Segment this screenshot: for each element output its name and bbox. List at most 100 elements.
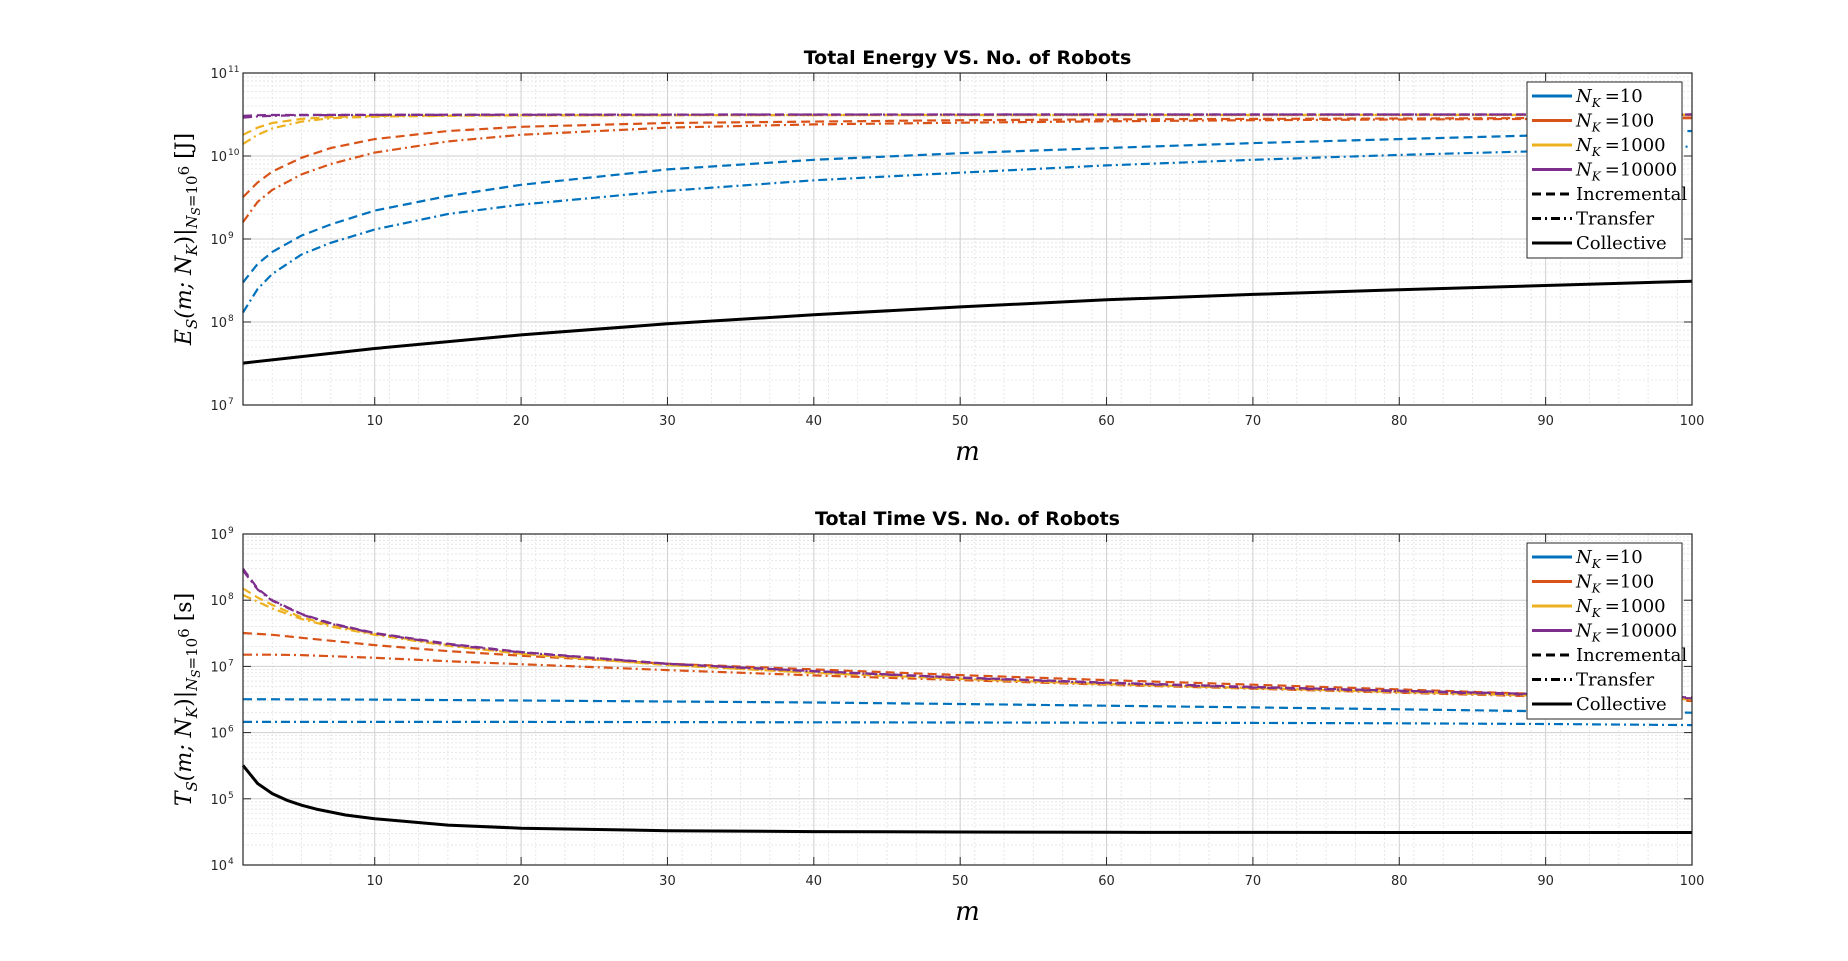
x-axis-label: m	[955, 897, 980, 927]
y-axis-label-part: )|	[172, 228, 197, 244]
y-tick-label: 10	[210, 859, 227, 874]
y-axis-label-part: T	[172, 789, 197, 806]
x-tick-label: 80	[1391, 414, 1408, 429]
legend-label-subscript: K	[1591, 631, 1602, 645]
legend-label-subscript: K	[1591, 96, 1602, 110]
series-line-n-k-10-incremental	[242, 129, 1693, 284]
x-tick-label: 100	[1680, 414, 1705, 429]
series-line-n-k-10-transfer	[242, 145, 1693, 314]
legend-label-symbol: N	[1575, 547, 1593, 568]
y-tick-exponent: 8	[228, 314, 234, 324]
legend-label: NK =10	[1575, 86, 1643, 110]
legend-label-subscript: K	[1591, 121, 1602, 135]
x-tick-label: 50	[952, 414, 969, 429]
x-tick-label: 100	[1680, 874, 1705, 889]
y-tick-exponent: 5	[228, 791, 234, 801]
y-axis-label-part: 6	[175, 628, 193, 638]
y-axis-label-part: K	[183, 706, 201, 719]
y-axis-label-part: 6	[175, 166, 193, 176]
y-axis-label: TS(m; NK)|NS=106 [s]	[172, 593, 203, 806]
series-line-n-k-100-incremental	[242, 116, 1693, 198]
series-line-all-collective	[242, 279, 1693, 365]
legend-label-value: =1000	[1605, 596, 1666, 617]
legend-label-subscript: K	[1591, 606, 1602, 620]
legend-label-symbol: N	[1575, 572, 1593, 593]
series-group	[241, 567, 1693, 834]
x-tick-label: 60	[1098, 414, 1115, 429]
tick-marks	[243, 72, 1693, 406]
series-line-n-k-100-transfer	[242, 117, 1693, 223]
y-axis-label-part: (m; N	[172, 717, 197, 781]
y-tick-exponent: 8	[228, 592, 234, 602]
legend-label: Incremental	[1576, 645, 1687, 666]
x-tick-label: 30	[659, 874, 676, 889]
x-tick-label: 80	[1391, 874, 1408, 889]
x-tick-label: 90	[1537, 874, 1554, 889]
y-tick-exponent: 6	[228, 725, 234, 735]
legend-label-subscript: K	[1591, 582, 1602, 596]
y-axis-label-part: N	[183, 677, 201, 692]
legend-label-symbol: N	[1575, 86, 1593, 107]
legend-label-symbol: N	[1575, 621, 1593, 642]
y-axis-label-part: [s]	[172, 593, 197, 628]
x-tick-label: 20	[513, 874, 530, 889]
series-line-n-k-10000-transfer	[242, 569, 1693, 700]
legend-label: Collective	[1576, 233, 1667, 254]
series-line-n-k-10-incremental	[242, 698, 1693, 714]
y-tick-label: 10	[210, 233, 227, 248]
series-group	[242, 113, 1693, 365]
y-axis-label-part: )|	[172, 691, 197, 707]
legend-label: NK =10000	[1575, 621, 1677, 645]
x-axis-label: m	[955, 437, 980, 467]
x-tick-label: 70	[1245, 874, 1262, 889]
y-tick-label: 10	[210, 67, 227, 82]
y-axis-label-part: S	[183, 319, 201, 329]
x-tick-label: 50	[952, 874, 969, 889]
chart-title: Total Time VS. No. of Robots	[815, 508, 1120, 530]
y-tick-label: 10	[210, 727, 227, 742]
x-tick-label: 20	[513, 414, 530, 429]
legend-label-subscript: K	[1591, 557, 1602, 571]
x-tick-label: 40	[806, 414, 823, 429]
y-tick-label: 10	[210, 660, 227, 675]
legend-label: Transfer	[1576, 670, 1654, 691]
legend-label: NK =1000	[1575, 596, 1666, 620]
y-axis-label-part: S	[189, 207, 203, 215]
legend-label-symbol: N	[1575, 111, 1593, 132]
tick-marks	[243, 533, 1693, 866]
series-line-n-k-10-transfer	[243, 720, 1693, 727]
legend-label-value: =10000	[1605, 621, 1677, 642]
legend-label-subscript: K	[1591, 170, 1602, 184]
axes-box	[242, 533, 1693, 866]
y-tick-exponent: 7	[228, 397, 234, 407]
legend-label: NK =100	[1575, 572, 1654, 596]
legend-label: NK =100	[1575, 111, 1654, 135]
chart-title: Total Energy VS. No. of Robots	[804, 47, 1132, 69]
legend-label-symbol: N	[1575, 135, 1593, 156]
x-tick-label: 70	[1245, 414, 1262, 429]
x-tick-label: 10	[366, 874, 383, 889]
legend-label-value: =100	[1605, 572, 1654, 593]
legend-label-value: =10000	[1605, 160, 1677, 181]
x-tick-label: 60	[1098, 874, 1115, 889]
y-tick-exponent: 10	[228, 148, 240, 158]
y-tick-label: 10	[210, 316, 227, 331]
minor-grid	[242, 73, 1692, 405]
y-axis-label-part: =10	[183, 638, 201, 670]
legend-label-value: =10	[1605, 86, 1643, 107]
y-tick-exponent: 4	[228, 857, 234, 867]
legend-label-subscript: K	[1591, 145, 1602, 159]
y-axis-label: ES(m; NK)|NS=106 [J]	[172, 133, 203, 346]
legend-label-symbol: N	[1575, 596, 1593, 617]
y-tick-label: 10	[210, 150, 227, 165]
y-axis-label-part: S	[189, 670, 203, 678]
legend-label-value: =10	[1605, 547, 1643, 568]
y-tick-exponent: 9	[228, 231, 234, 241]
y-axis-label-part: N	[183, 214, 201, 229]
y-axis-label-part: S	[183, 781, 201, 791]
series-line-all-collective	[241, 764, 1692, 834]
legend-label-value: =1000	[1605, 135, 1666, 156]
